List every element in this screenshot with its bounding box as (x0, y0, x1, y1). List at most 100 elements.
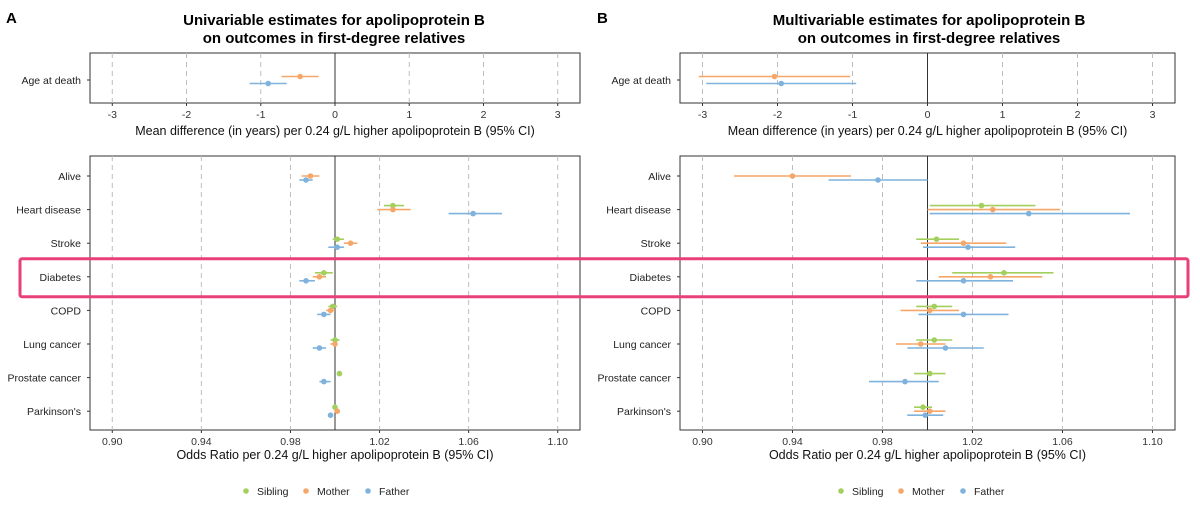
panel-b-bottom-sibling-point (920, 404, 926, 411)
panel-a-top-tick-label: -1 (256, 109, 265, 121)
panel-b-bottom-sibling-point (1001, 270, 1007, 276)
panel-a-bottom-mother-point (316, 274, 323, 280)
panel-b-bottom-sibling-point (931, 303, 938, 310)
panel-b-legend-sibling-marker (838, 488, 844, 494)
panel-a-legend-father-label: Father (379, 486, 410, 498)
panel-a-bottom-sibling-point (390, 202, 396, 209)
panel-b-bottom-father-point (965, 244, 971, 250)
panel-b-legend-sibling-label: Sibling (852, 486, 884, 498)
panel-b-letter: B (597, 10, 608, 27)
panel-a-top-mother-point (297, 73, 303, 80)
panel-a-legend-sibling-marker (243, 488, 249, 494)
panel-a-bottom-sibling-point (332, 337, 338, 343)
panel-b-title-line2: on outcomes in first-degree relatives (798, 30, 1061, 47)
panel-b-bottom-mother-point (960, 240, 967, 246)
panel-b-bottom-row-label: Prostate cancer (597, 373, 671, 385)
panel-b-legend-father-label: Father (974, 486, 1005, 498)
panel-a-legend-father-marker (365, 488, 371, 494)
panel-a-bottom-mother-point (332, 341, 338, 347)
panel-b-bottom-sibling-point (926, 370, 933, 377)
panel-a-top-tick-label: 0 (332, 109, 338, 121)
panel-a-bottom-sibling-point (336, 370, 343, 377)
panel-a-bottom-sibling-point (321, 270, 327, 276)
panel-a-bottom-tick-label: 0.98 (280, 436, 301, 448)
panel-b-title-line1: Multivariable estimates for apolipoprote… (773, 12, 1086, 29)
panel-a-top-tick-label: 1 (406, 109, 412, 121)
panel-b-bottom-row-label: COPD (641, 305, 672, 317)
panel-a-top-row-label: Age at death (21, 75, 81, 87)
panel-a-legend-mother-marker (303, 488, 309, 494)
panel-a-legend-mother-label: Mother (317, 486, 350, 498)
panel-b-bottom-tick-label: 1.06 (1052, 436, 1073, 448)
panel-b-top-tick-label: -3 (698, 109, 707, 121)
panel-b-bottom-tick-label: 0.90 (692, 436, 713, 448)
panel-a-bottom-mother-point (390, 206, 396, 213)
panel-b-bottom-mother-point (987, 274, 994, 280)
panel-b-legend-mother-marker (898, 488, 904, 494)
panel-b-bottom-tick-label: 1.02 (962, 436, 983, 448)
panel-b-bottom-father-point (942, 345, 949, 351)
panel-a-bottom-row-label: Alive (58, 171, 81, 183)
panel-a-bottom-row-label: Diabetes (40, 272, 81, 284)
panel-a-bottom-tick-label: 1.10 (548, 436, 569, 448)
panel-a-legend-sibling-label: Sibling (257, 486, 289, 498)
panel-b-bottom-row-label: Parkinson's (617, 406, 671, 418)
panel-b-bottom-tick-label: 1.10 (1142, 436, 1163, 448)
panel-a-bottom-sibling-point (334, 236, 341, 242)
panel-a-top-tick-label: 2 (481, 109, 487, 121)
panel-b-bottom-tick-label: 0.94 (782, 436, 803, 448)
panel-a-top-x-axis-label: Mean difference (in years) per 0.24 g/L … (135, 124, 535, 138)
panel-b-bottom-row-label: Lung cancer (613, 339, 671, 351)
panel-b-legend-mother-label: Mother (912, 486, 945, 498)
panel-a-bottom-mother-point (327, 307, 334, 314)
panel-a-bottom-tick-label: 1.02 (369, 436, 390, 448)
panel-b-bottom-father-point (960, 311, 967, 318)
panel-b-bottom-row-label: Stroke (641, 238, 672, 250)
panel-a-bottom-row-label: Heart disease (16, 205, 81, 217)
panel-a-bottom-father-point (303, 177, 309, 183)
panel-a-bottom-father-point (470, 210, 476, 217)
panel-b-top-tick-label: -2 (773, 109, 782, 121)
panel-a-top-tick-label: -2 (182, 109, 191, 121)
panel-a-bottom-mother-point (347, 240, 354, 246)
panel-b-bottom-mother-point (789, 173, 796, 179)
panel-a-bottom-mother-point (307, 173, 314, 179)
panel-a-bottom-father-point (316, 345, 323, 351)
panel-b-bottom-sibling-point (931, 337, 938, 343)
panel-b-top-x-axis-label: Mean difference (in years) per 0.24 g/L … (728, 124, 1128, 138)
panel-b-bottom-father-point (875, 177, 881, 183)
panel-a-bottom-father-point (327, 412, 334, 419)
panel-a-bottom-tick-label: 0.94 (191, 436, 212, 448)
panel-a-bottom-row-label: COPD (51, 305, 82, 317)
legends-layer: Sibling Mother Father Sibling Mother Father (243, 486, 1005, 498)
panel-a-bottom-mother-point (334, 408, 341, 415)
panel-a-top-father-point (265, 80, 271, 87)
plots-layer: -3 -2 -1 0 1 2 3 Mean difference (in years) per… (7, 52, 1176, 462)
panel-b-top-tick-label: 1 (1000, 109, 1006, 121)
panel-a-bottom-row-label: Prostate cancer (7, 373, 81, 385)
panel-a-title-line1: Univariable estimates for apolipoprotein… (183, 12, 485, 29)
panel-b-top-father-point (778, 80, 785, 87)
panel-b-bottom-father-point (960, 278, 967, 284)
panel-b-bottom-row-label: Heart disease (606, 205, 671, 217)
panel-b-bottom-row-label: Diabetes (630, 272, 671, 284)
panel-b-top-row-label: Age at death (611, 75, 671, 87)
panel-a-bottom-tick-label: 0.90 (102, 436, 123, 448)
panel-b-top-tick-label: 3 (1150, 109, 1156, 121)
panel-a-letter: A (6, 10, 17, 27)
panel-a-bottom-father-point (321, 311, 327, 318)
panel-b-top-tick-label: -1 (848, 109, 857, 121)
panel-b-top-tick-label: 2 (1075, 109, 1081, 121)
diabetes-highlight-box (18, 257, 1190, 299)
panel-a-bottom-father-point (303, 278, 309, 284)
panel-b-bottom-x-axis-label: Odds Ratio per 0.24 g/L higher apolipopr… (769, 448, 1086, 462)
panel-a-bottom-father-point (321, 378, 327, 385)
panel-a-bottom-row-label: Parkinson's (27, 406, 81, 418)
panel-b-bottom-mother-point (926, 408, 933, 415)
panel-b-bottom-mother-point (926, 307, 933, 314)
panel-a-title-line2: on outcomes in first-degree relatives (203, 30, 466, 47)
panel-b-bottom-tick-label: 0.98 (872, 436, 893, 448)
panel-a-bottom-row-label: Lung cancer (23, 339, 81, 351)
panel-b-bottom-father-point (1025, 210, 1032, 217)
